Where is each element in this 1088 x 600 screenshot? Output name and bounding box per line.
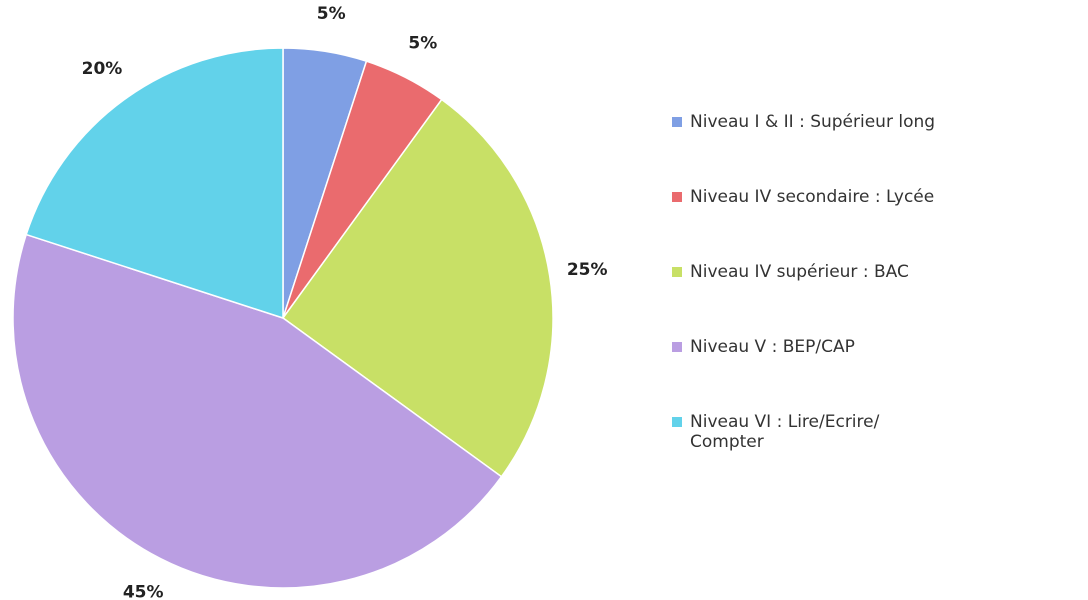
legend-swatch: [672, 417, 682, 427]
pie-slice: [12, 233, 503, 589]
data-label: 5%: [408, 34, 437, 54]
legend-swatch: [672, 192, 682, 202]
legend-item: Niveau VI : Lire/Ecrire/ Compter: [672, 412, 940, 487]
legend-item: Niveau I & II : Supérieur long: [672, 112, 940, 187]
legend-item: Niveau V : BEP/CAP: [672, 337, 940, 412]
legend-label: Niveau V : BEP/CAP: [690, 337, 855, 357]
legend-item: Niveau IV supérieur : BAC: [672, 262, 940, 337]
legend-label: Niveau IV secondaire : Lycée: [690, 187, 935, 207]
pie-chart: 5% 5% 25% 45% 20%: [12, 4, 608, 600]
legend-swatch: [672, 117, 682, 127]
legend: Niveau I & II : Supérieur long Niveau IV …: [672, 112, 940, 487]
data-label: 45%: [123, 582, 164, 600]
legend-swatch: [672, 267, 682, 277]
data-label: 5%: [317, 4, 346, 24]
legend-item: Niveau IV secondaire : Lycée: [672, 187, 940, 262]
legend-label: Niveau I & II : Supérieur long: [690, 112, 936, 132]
data-label: 20%: [82, 59, 123, 79]
pie-slice: [281, 98, 554, 478]
legend-swatch: [672, 342, 682, 352]
legend-label: Niveau IV supérieur : BAC: [690, 262, 909, 282]
pie-slice: [25, 47, 284, 320]
data-label: 25%: [567, 260, 608, 280]
legend-label: Niveau VI : Lire/Ecrire/ Compter: [690, 412, 880, 452]
